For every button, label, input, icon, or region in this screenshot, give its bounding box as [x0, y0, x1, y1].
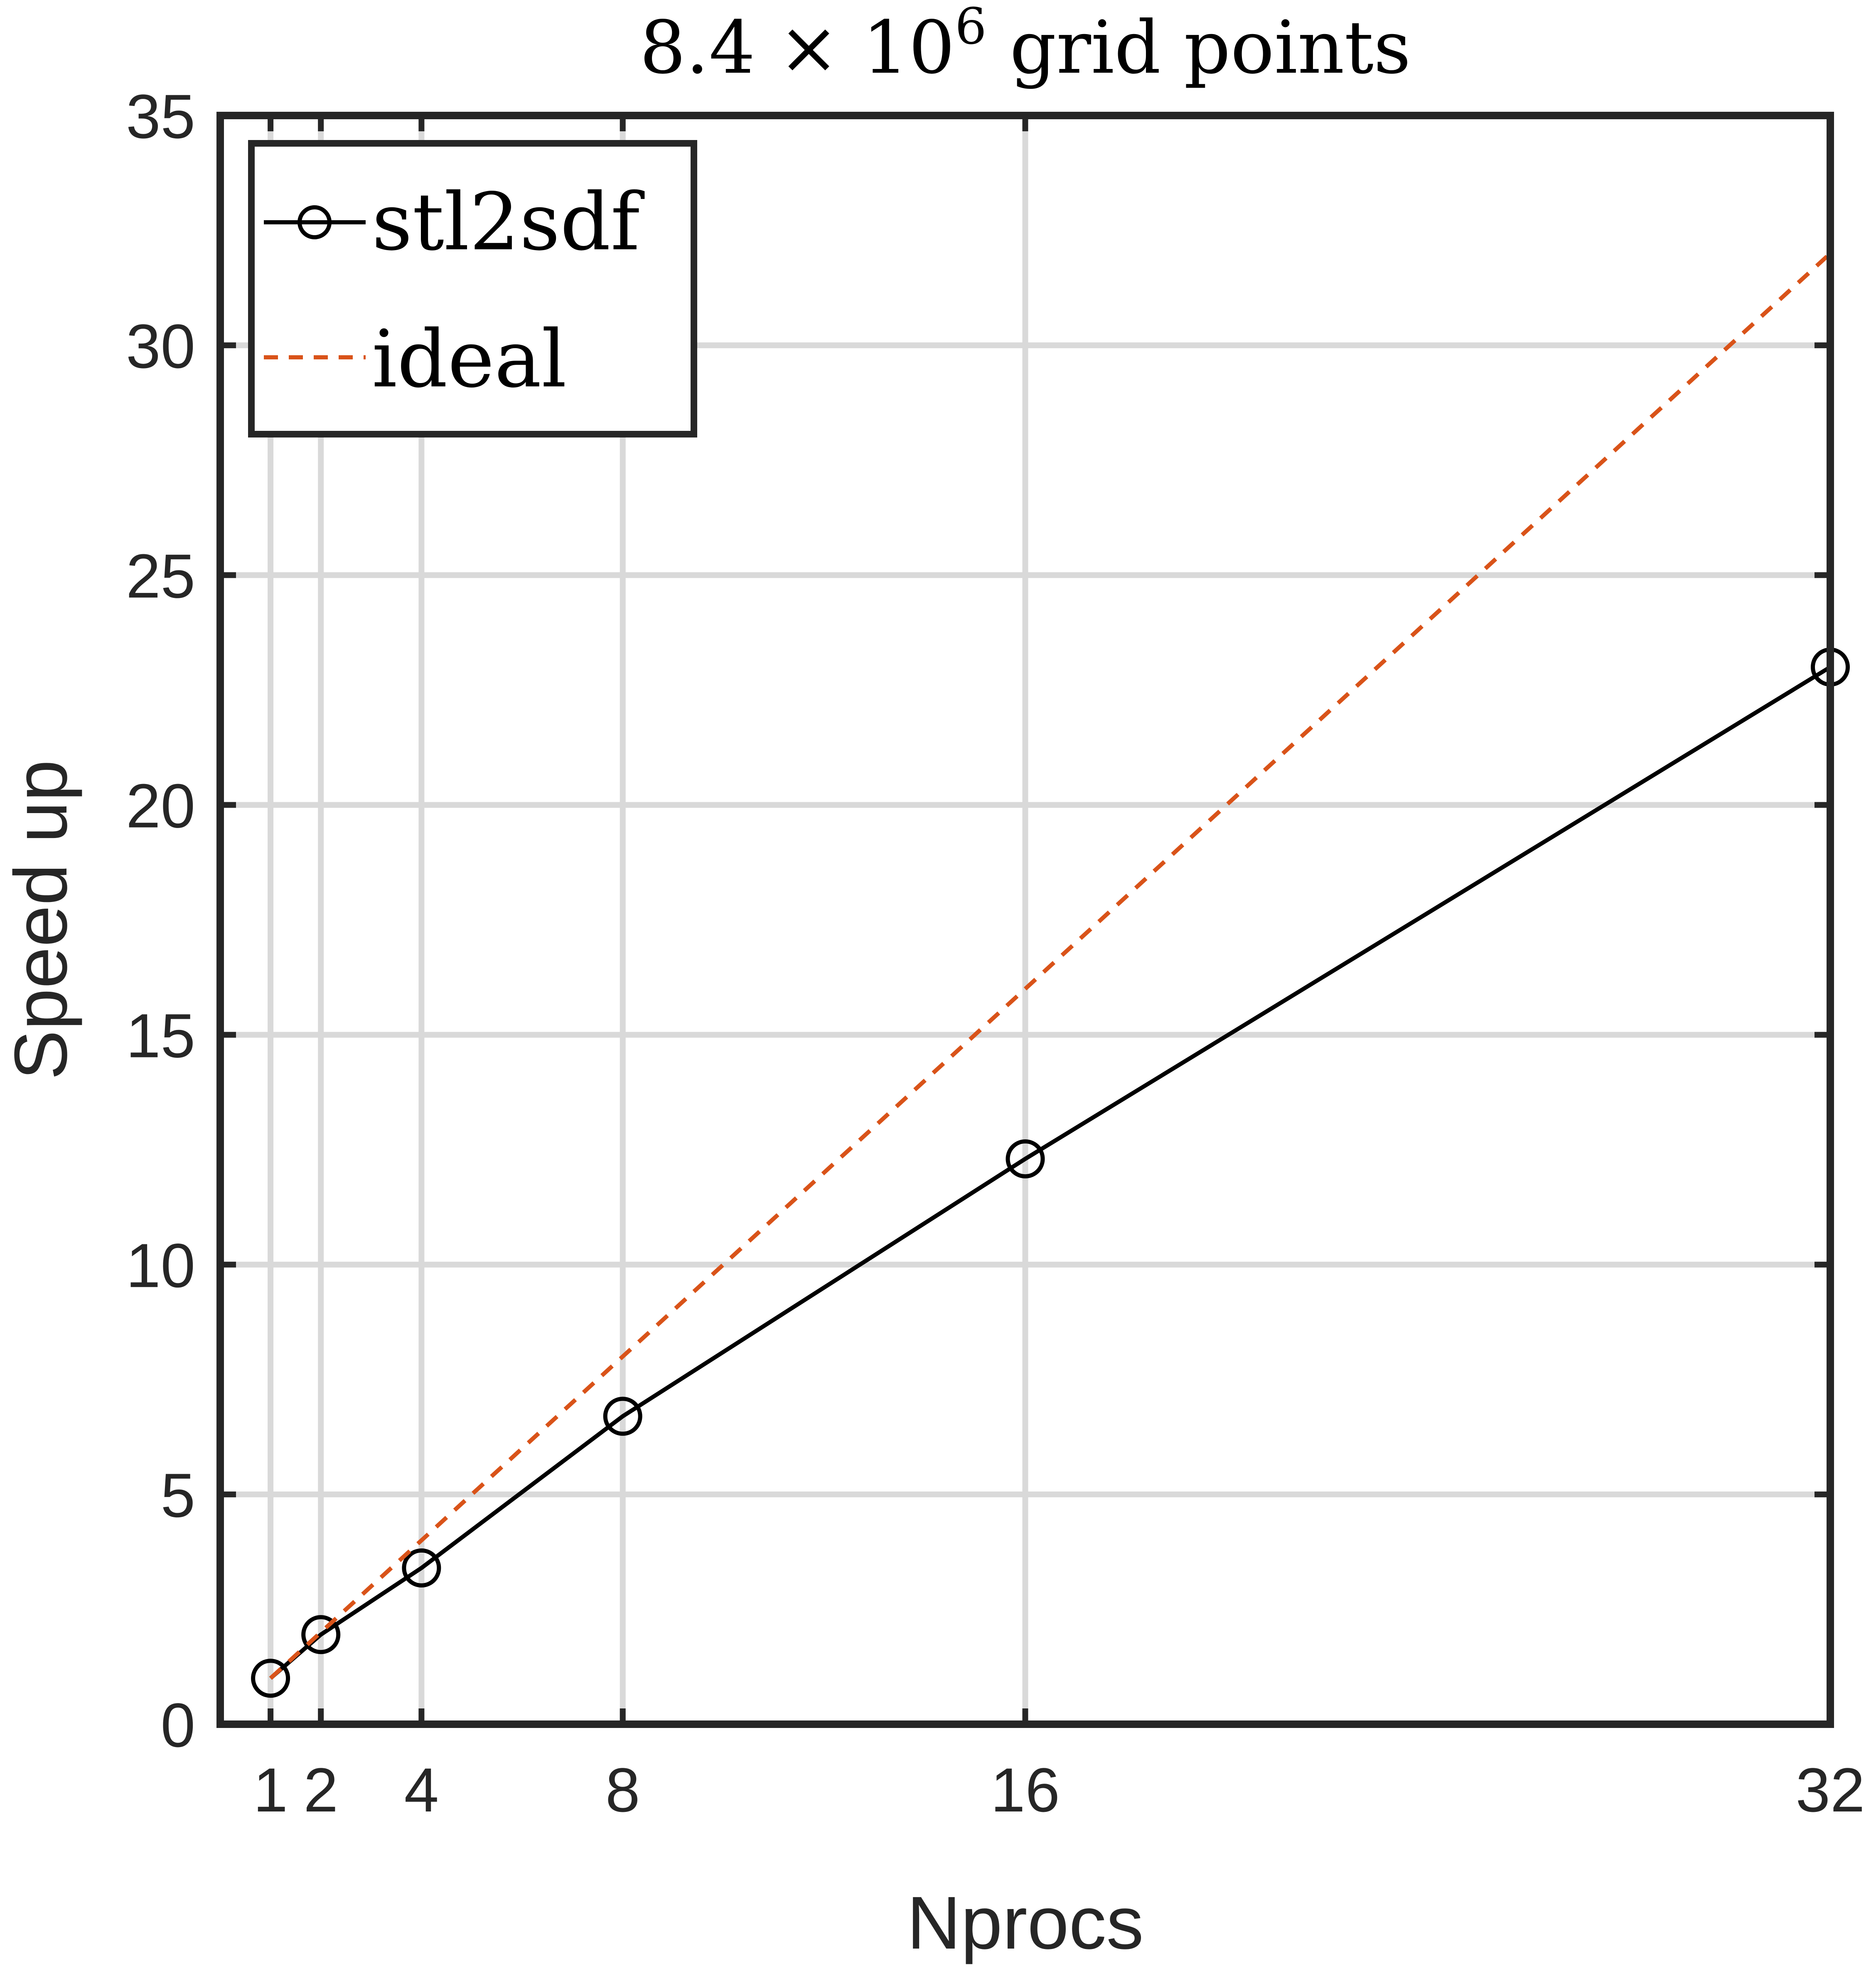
legend-box	[248, 140, 697, 437]
x-tick-label: 8	[605, 1755, 640, 1825]
chart-title-suffix: grid points	[987, 6, 1411, 90]
series-line-stl2sdf	[269, 665, 1832, 1680]
data-point-stl2sdf	[1006, 1139, 1045, 1179]
data-point-stl2sdf	[301, 1615, 341, 1654]
x-tick-label: 2	[303, 1755, 338, 1825]
y-tick-label: 15	[126, 1001, 195, 1071]
x-tick-label: 4	[404, 1755, 439, 1825]
x-tick-label: 32	[1796, 1755, 1865, 1825]
y-axis-ticks: 0 5 10 15 20 25 30 35	[126, 81, 1830, 1760]
plot-series	[251, 252, 1850, 1698]
y-tick-label: 0	[161, 1690, 195, 1760]
y-tick-label: 20	[126, 771, 195, 841]
chart-title: 8.4 × 106 grid points	[639, 0, 1411, 90]
legend-marker-stl2sdf	[298, 205, 332, 239]
chart-title-exponent: 6	[955, 0, 986, 56]
x-tick-label: 16	[991, 1755, 1060, 1825]
plot-area-border	[216, 112, 1834, 1728]
y-tick-label: 5	[161, 1460, 195, 1530]
series-line-ideal	[269, 252, 1832, 1680]
data-point-stl2sdf	[402, 1548, 441, 1588]
y-tick-label: 30	[126, 311, 195, 381]
legend-label-stl2sdf: stl2sdf	[372, 176, 645, 268]
y-tick-label: 35	[126, 81, 195, 151]
x-axis-label: Nprocs	[907, 1881, 1143, 1965]
data-point-stl2sdf	[603, 1396, 642, 1436]
data-point-stl2sdf	[251, 1659, 290, 1698]
x-tick-label: 1	[253, 1755, 288, 1825]
y-tick-label: 25	[126, 541, 195, 611]
y-axis-label: Speed up	[0, 760, 83, 1080]
y-tick-label: 10	[126, 1231, 195, 1300]
legend: stl2sdf ideal	[248, 140, 697, 437]
legend-label-ideal: ideal	[372, 313, 567, 405]
chart-title-base: 8.4 × 10	[639, 6, 955, 90]
